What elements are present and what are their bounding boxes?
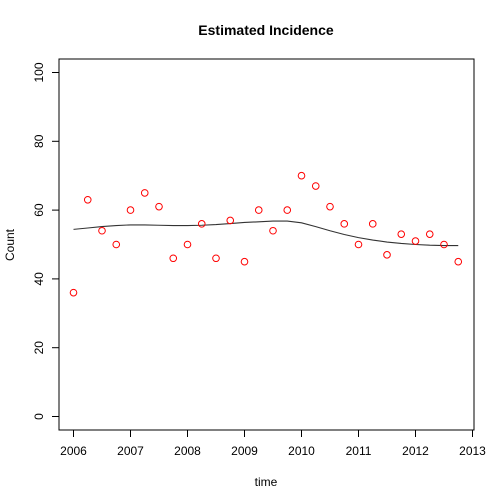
data-point [226,216,235,225]
y-tick-label: 80 [32,134,46,148]
data-point [283,206,292,214]
y-tick-label: 60 [32,203,46,217]
y-tick-label: 40 [32,272,46,286]
x-tick-label: 2012 [402,444,429,458]
data-point [354,240,363,249]
data-point [454,257,463,266]
y-tick-label: 100 [32,62,46,82]
x-tick-label: 2009 [231,444,258,458]
data-point [240,257,249,266]
data-point [440,240,448,249]
data-point [140,189,149,197]
data-point [311,182,320,190]
trend-layer [73,220,459,247]
data-point [212,254,220,263]
data-point [126,206,135,214]
data-point [297,171,306,180]
chart-title: Estimated Incidence [198,22,334,38]
x-tick-label: 2011 [346,444,372,458]
data-point [269,226,277,235]
x-tick-label: 2006 [60,444,87,458]
data-point [183,240,192,249]
y-axis: 0 20 40 60 80 100 [32,62,60,420]
data-point [397,230,406,238]
data-point [98,226,106,235]
data-point [69,288,78,297]
data-point [112,240,121,249]
x-axis-label: time [255,475,278,489]
data-point [155,202,163,211]
x-tick-label: 2013 [459,444,486,458]
points-layer [69,171,463,297]
y-tick-label: 20 [32,341,46,355]
x-tick-label: 2007 [117,444,144,458]
data-point [197,220,206,228]
data-point [383,251,391,259]
data-point [326,202,334,211]
trend-line [73,220,459,247]
x-axis: 2006 2007 2008 2009 2010 2011 2012 2013 [60,429,486,458]
data-point [83,195,92,204]
data-point [368,220,377,228]
x-tick-label: 2008 [174,444,201,458]
data-point [340,220,349,228]
data-point [169,254,178,263]
data-point [254,206,263,214]
x-tick-label: 2010 [288,444,315,458]
data-point [411,237,420,245]
data-point [425,230,434,238]
y-axis-label: Count [3,228,17,261]
y-tick-label: 0 [32,413,46,420]
